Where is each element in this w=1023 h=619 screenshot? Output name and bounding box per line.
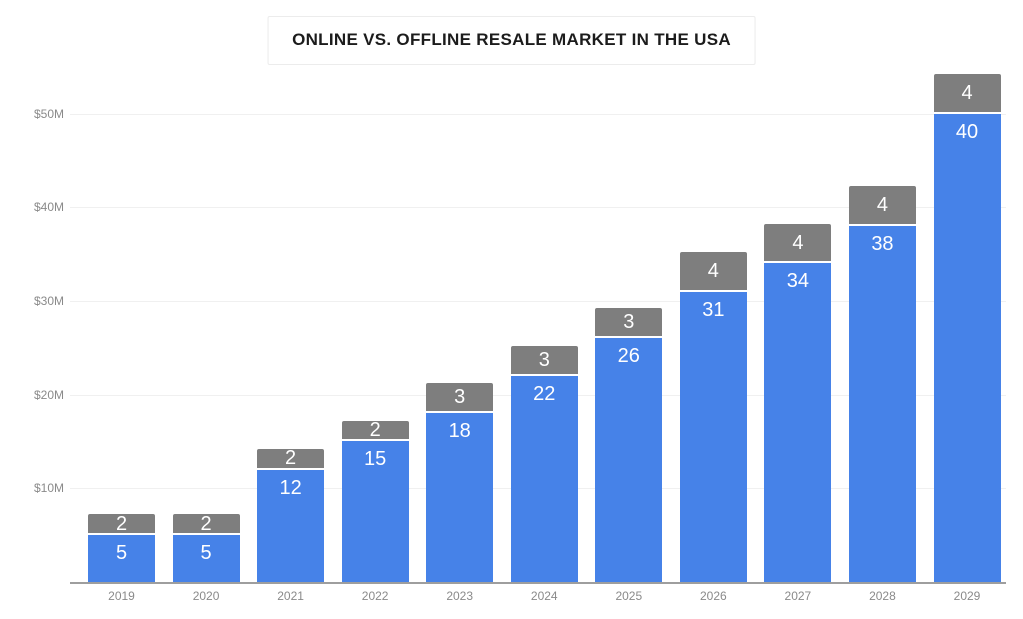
- bar-2028-gray-label: 4: [876, 194, 888, 217]
- bar-2024-blue-segment: 22: [510, 375, 578, 582]
- bar-2024-blue-label: 22: [533, 382, 556, 405]
- bar-2024-gray-segment: 3: [510, 345, 578, 374]
- gridline-40m: [70, 207, 1006, 209]
- bar-2021-gray-label: 2: [285, 447, 297, 470]
- bar-2024-gray-label: 3: [538, 348, 550, 371]
- bar-2029: 40 4: [933, 74, 1001, 582]
- bar-2021-gray-segment: 2: [257, 447, 325, 470]
- bar-2020-gray-segment: 2: [172, 512, 240, 535]
- bar-2020-blue-segment: 5: [172, 535, 240, 582]
- y-tick-label: $50M: [33, 106, 64, 121]
- bar-2027-blue-label: 34: [786, 270, 810, 293]
- bar-2027: 34 4: [764, 223, 832, 582]
- bar-2027-gray-segment: 4: [764, 223, 832, 262]
- bar-2023-blue-label: 18: [448, 420, 471, 443]
- x-tick-label-2025: 2025: [615, 589, 643, 603]
- bar-2022-gray-segment: 2: [341, 419, 409, 442]
- bar-2029-blue-segment: 40: [933, 113, 1001, 582]
- bar-2029-blue-label: 40: [955, 120, 979, 143]
- y-tick-label: $20M: [33, 387, 64, 402]
- bar-2028-gray-segment: 4: [848, 186, 916, 224]
- chart-title: ONLINE VS. OFFLINE RESALE MARKET IN THE …: [292, 30, 731, 49]
- x-axis-line: [70, 582, 1006, 584]
- bar-2020-gray-label: 2: [200, 512, 212, 535]
- bar-2023-blue-segment: 18: [426, 413, 494, 582]
- x-tick-label-2024: 2024: [530, 589, 558, 603]
- x-tick-label-2028: 2028: [869, 589, 896, 603]
- bar-2020-blue-label: 5: [200, 542, 212, 565]
- x-tick-label-2020: 2020: [192, 589, 220, 603]
- x-tick-label-2021: 2021: [277, 589, 304, 603]
- x-tick-label-2023: 2023: [446, 589, 474, 603]
- bar-2025-blue-segment: 26: [595, 338, 663, 582]
- bar-2027-gray-label: 4: [792, 231, 804, 254]
- bar-2024: 22 3: [510, 345, 578, 582]
- gridline-50m: [70, 113, 1006, 115]
- bar-2028-blue-segment: 38: [848, 225, 916, 582]
- gridline-30m: [70, 300, 1006, 302]
- bar-2026-blue-label: 31: [702, 298, 725, 321]
- bar-2027-blue-segment: 34: [764, 263, 832, 582]
- bar-2019-gray-segment: 2: [88, 512, 155, 535]
- x-tick-label-2029: 2029: [953, 589, 981, 603]
- bar-2021: 12 2: [257, 447, 325, 582]
- bar-2028-blue-label: 38: [871, 232, 894, 255]
- x-tick-label-2022: 2022: [361, 589, 389, 603]
- bar-2026-blue-segment: 31: [679, 291, 747, 582]
- bar-2019-blue-label: 5: [115, 542, 128, 565]
- bar-2028: 38 4: [848, 186, 916, 582]
- bar-2019-gray-label: 2: [115, 512, 128, 535]
- bar-2021-blue-label: 12: [279, 476, 302, 499]
- bar-2026: 31 4: [679, 252, 747, 582]
- y-tick-label: $30M: [33, 293, 64, 308]
- bar-2023-gray-segment: 3: [426, 383, 494, 412]
- bar-2022-blue-label: 15: [364, 448, 387, 471]
- bar-2029-gray-segment: 4: [933, 74, 1001, 112]
- bar-2021-blue-segment: 12: [257, 469, 325, 582]
- bar-2025-gray-segment: 3: [595, 308, 663, 337]
- bar-2022: 15 2: [341, 419, 409, 582]
- y-tick-label: $10M: [33, 481, 64, 496]
- y-tick-label: $40M: [33, 200, 64, 215]
- bar-2026-gray-segment: 4: [679, 252, 747, 290]
- bar-2029-gray-label: 4: [961, 81, 973, 104]
- bar-2022-blue-segment: 15: [341, 441, 409, 582]
- bar-2023: 18 3: [426, 383, 494, 582]
- bar-2023-gray-label: 3: [454, 386, 466, 409]
- bar-2025-blue-label: 26: [617, 345, 640, 368]
- x-tick-label-2027: 2027: [784, 589, 812, 603]
- bar-2025-gray-label: 3: [623, 311, 635, 334]
- x-tick-label-2026: 2026: [699, 589, 727, 603]
- bar-2025: 26 3: [595, 308, 663, 582]
- chart-title-box: ONLINE VS. OFFLINE RESALE MARKET IN THE …: [267, 16, 756, 65]
- bar-2019-blue-segment: 5: [88, 535, 155, 582]
- bar-2022-gray-label: 2: [369, 419, 381, 442]
- x-tick-label-2019: 2019: [108, 589, 135, 603]
- bar-2026-gray-label: 4: [707, 259, 719, 282]
